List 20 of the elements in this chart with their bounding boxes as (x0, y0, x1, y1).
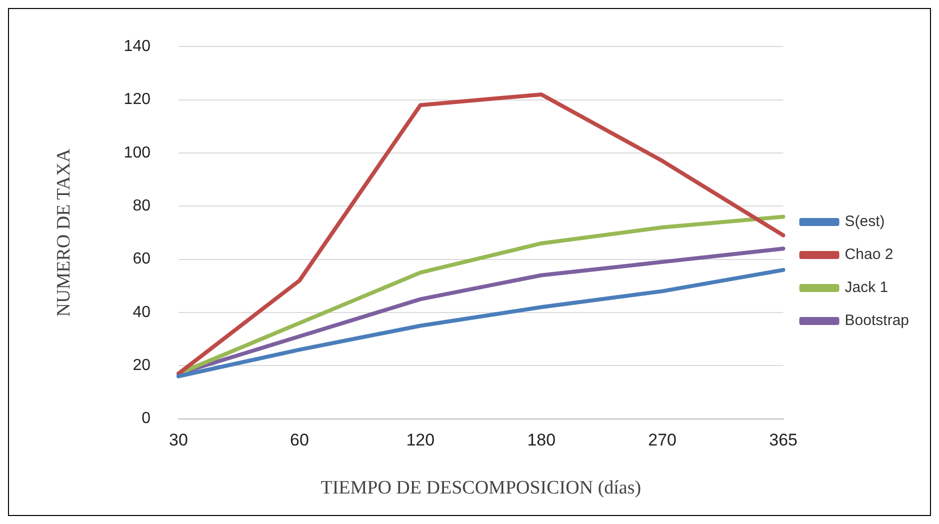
x-tick-label: 120 (406, 430, 435, 450)
y-axis-title: NUMERO DE TAXA (53, 148, 74, 317)
x-axis-title: TIEMPO DE DESCOMPOSICION (días) (320, 478, 642, 499)
y-tick-label: 20 (132, 357, 151, 374)
x-tick-label: 365 (769, 430, 798, 450)
x-tick-label: 30 (169, 430, 188, 450)
legend-label: Chao 2 (844, 246, 894, 264)
legend-label: S(est) (844, 213, 885, 230)
x-tick-label: 180 (527, 430, 556, 450)
y-tick-label: 80 (132, 198, 151, 215)
x-tick-label: 270 (648, 430, 677, 450)
y-tick-label: 60 (132, 250, 151, 268)
y-tick-label: 120 (124, 91, 151, 108)
legend-label: Bootstrap (844, 312, 910, 330)
y-tick-label: 0 (142, 410, 151, 428)
x-tick-label: 60 (290, 430, 309, 450)
legend-label: Jack 1 (844, 279, 888, 296)
y-tick-label: 100 (124, 144, 151, 162)
y-tick-label: 140 (124, 38, 151, 56)
y-tick-label: 40 (132, 304, 151, 321)
